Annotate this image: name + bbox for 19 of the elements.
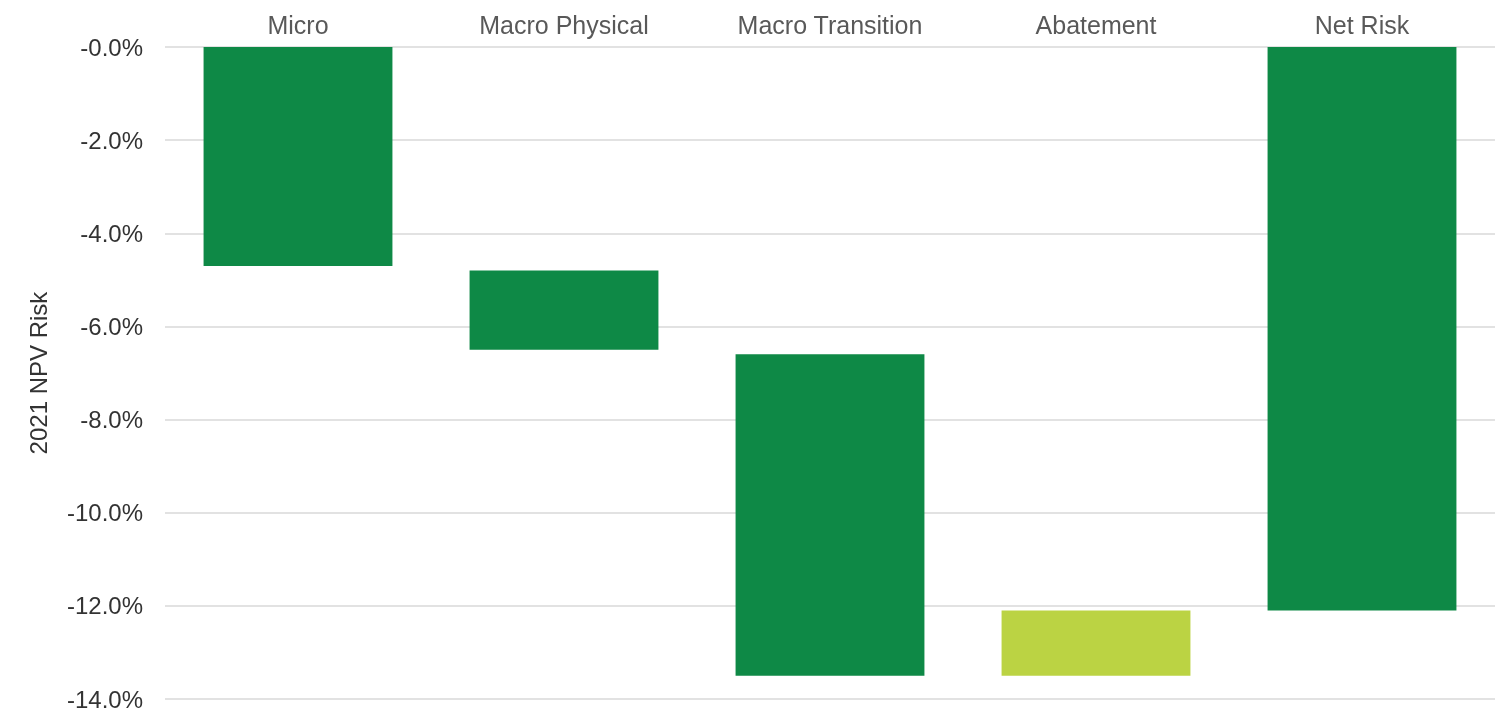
y-tick-label: -2.0% xyxy=(80,126,143,154)
bar xyxy=(1001,610,1191,676)
y-tick-label: -0.0% xyxy=(80,33,143,61)
x-tick-label: Micro xyxy=(267,10,329,39)
bar xyxy=(735,354,925,676)
x-tick-label: Abatement xyxy=(1035,10,1157,39)
y-tick-label: -10.0% xyxy=(66,499,143,527)
y-tick-label: -14.0% xyxy=(66,685,143,713)
y-axis-title: 2021 NPV Risk xyxy=(24,290,52,455)
y-tick-label: -4.0% xyxy=(80,219,143,247)
y-tick-label: -8.0% xyxy=(80,406,143,434)
x-tick-label: Net Risk xyxy=(1314,10,1410,39)
bar xyxy=(1267,47,1457,611)
y-tick-label: -12.0% xyxy=(66,592,143,620)
x-tick-label: Macro Transition xyxy=(737,10,923,39)
y-tick-label: -6.0% xyxy=(80,312,143,340)
bar xyxy=(469,270,659,350)
x-tick-label: Macro Physical xyxy=(479,10,649,39)
bar xyxy=(203,47,393,266)
